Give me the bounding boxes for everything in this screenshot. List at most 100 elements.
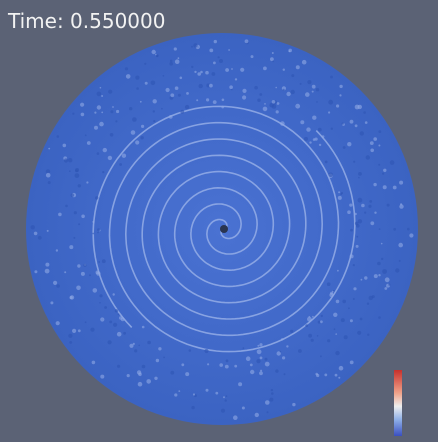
speckle: [166, 88, 170, 92]
speckle: [213, 62, 216, 65]
speckle: [283, 69, 285, 71]
speckle: [151, 81, 156, 86]
speckle: [407, 228, 410, 231]
speckle: [117, 332, 122, 337]
speckle: [97, 105, 101, 109]
speckle: [113, 293, 115, 295]
speckle: [214, 40, 217, 43]
speckle: [390, 160, 395, 165]
speckle: [336, 300, 340, 304]
speckle: [226, 395, 228, 397]
speckle: [356, 245, 359, 248]
speckle: [78, 329, 81, 332]
speckle: [357, 331, 361, 335]
speckle: [377, 262, 381, 266]
speckle: [134, 349, 137, 352]
speckle: [398, 243, 403, 248]
speckle: [80, 103, 84, 107]
speckle: [316, 374, 319, 377]
speckle: [47, 230, 49, 232]
speckle: [86, 181, 88, 183]
speckle: [316, 88, 319, 91]
speckle: [272, 52, 274, 54]
speckle: [255, 413, 259, 417]
speckle: [271, 389, 273, 391]
speckle: [335, 374, 338, 377]
speckle: [379, 228, 381, 230]
speckle: [298, 349, 302, 353]
speckle: [64, 271, 66, 273]
speckle: [341, 192, 343, 194]
speckle: [45, 269, 50, 274]
speckle: [71, 194, 74, 197]
speckle: [101, 112, 103, 114]
speckle: [272, 100, 276, 104]
speckle: [347, 142, 351, 146]
speckle: [265, 400, 270, 405]
speckle: [72, 113, 74, 115]
speckle: [327, 282, 331, 286]
speckle: [233, 415, 238, 420]
speckle: [302, 60, 307, 65]
speckle: [78, 184, 81, 187]
speckle: [140, 136, 143, 139]
speckle: [257, 349, 262, 354]
speckle: [225, 68, 229, 72]
speckle: [300, 83, 302, 85]
speckle: [361, 204, 365, 208]
speckle: [282, 356, 285, 359]
speckle: [325, 161, 328, 164]
speckle: [277, 102, 280, 105]
speckle: [65, 205, 68, 208]
speckle: [108, 340, 112, 344]
speckle: [388, 284, 390, 286]
speckle: [113, 323, 117, 327]
speckle: [218, 56, 220, 58]
speckle: [350, 361, 354, 365]
speckle: [238, 382, 242, 386]
speckle: [259, 371, 263, 375]
speckle: [110, 110, 113, 113]
speckle: [138, 373, 142, 377]
speckle: [275, 369, 278, 372]
speckle: [225, 399, 227, 401]
speckle: [156, 359, 159, 362]
speckle: [85, 134, 87, 136]
speckle: [81, 113, 85, 117]
speckle: [129, 344, 133, 348]
speckle: [180, 77, 183, 80]
speckle: [207, 363, 209, 365]
speckle: [135, 76, 139, 80]
speckle: [286, 92, 290, 96]
speckle: [96, 271, 100, 275]
speckle: [350, 319, 353, 322]
speckle: [234, 365, 237, 368]
speckle: [115, 120, 117, 122]
speckle: [76, 286, 81, 291]
speckle: [370, 141, 374, 145]
speckle: [69, 245, 73, 249]
speckle: [320, 355, 322, 357]
speckle: [245, 39, 249, 43]
speckle: [311, 339, 314, 342]
speckle: [338, 196, 342, 200]
speckle: [228, 49, 230, 51]
speckle: [136, 87, 139, 90]
speckle: [378, 164, 380, 166]
speckle: [206, 389, 209, 392]
speckle: [154, 377, 157, 380]
speckle: [265, 362, 270, 367]
speckle: [209, 49, 213, 53]
speckle: [169, 62, 173, 66]
speckle: [102, 171, 104, 173]
speckle: [127, 374, 130, 377]
speckle: [339, 85, 342, 88]
speckle: [94, 112, 96, 114]
speckle: [348, 307, 350, 309]
speckle: [330, 292, 333, 295]
speckle: [367, 334, 369, 336]
speckle: [240, 68, 244, 72]
speckle: [78, 223, 80, 225]
speckle: [393, 186, 397, 190]
speckle: [315, 138, 318, 141]
